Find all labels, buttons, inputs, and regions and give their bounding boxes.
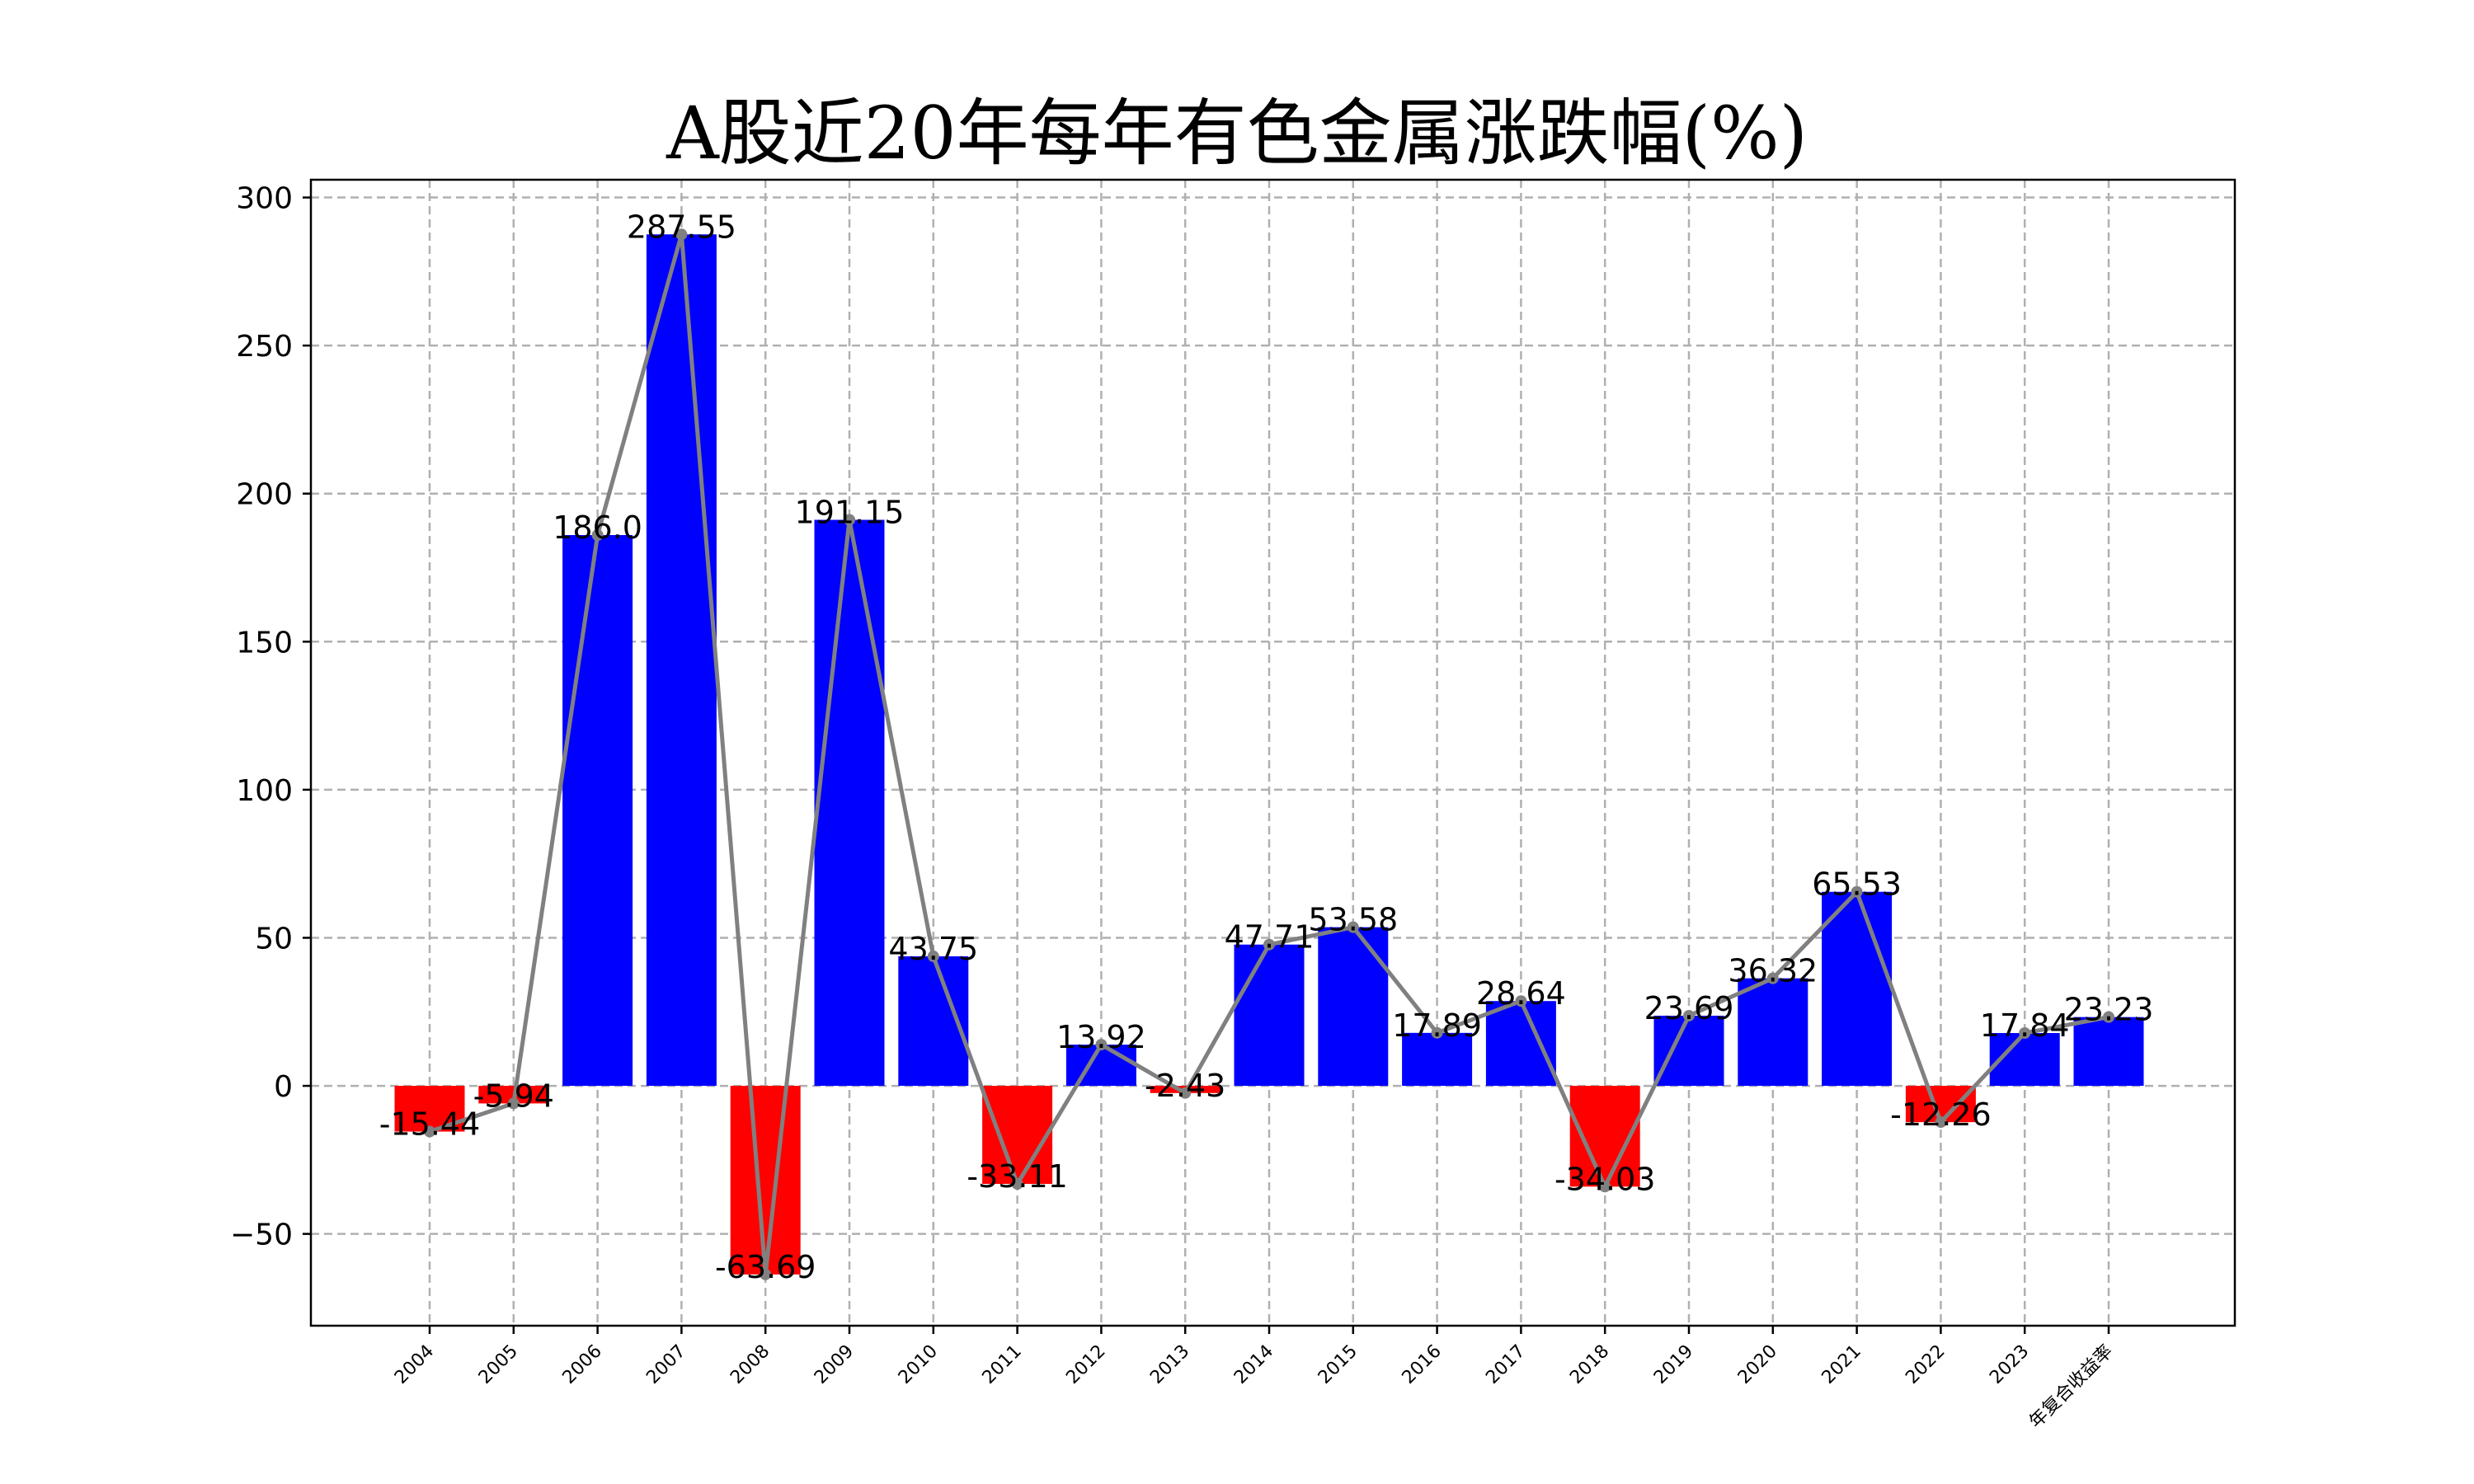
x-tick-label: 2011 <box>979 1341 1026 1388</box>
trend-point <box>1431 1026 1443 1039</box>
trend-point <box>1179 1087 1192 1099</box>
trend-point <box>2103 1011 2114 1023</box>
x-tick-label: 2013 <box>1146 1341 1193 1388</box>
y-tick-label: −50 <box>230 1219 293 1252</box>
data-label: -34.03 <box>1554 1161 1656 1197</box>
x-tick-label: 年复合收益率 <box>2025 1341 2117 1433</box>
trend-point <box>1766 972 1779 984</box>
trend-point <box>1347 921 1359 933</box>
x-tick-label: 2010 <box>895 1341 942 1388</box>
bar <box>2073 1017 2144 1087</box>
plot-frame <box>309 178 2236 1327</box>
trend-point <box>1935 1116 1947 1129</box>
bar <box>646 234 717 1087</box>
data-label: 65.53 <box>1812 866 1902 903</box>
x-tick-label: 2012 <box>1062 1341 1109 1388</box>
trend-point <box>1095 1039 1108 1051</box>
trend-line-layer <box>424 228 2114 1280</box>
trend-point <box>591 529 604 542</box>
x-tick-label: 2023 <box>1986 1341 2033 1388</box>
trend-point <box>2019 1026 2031 1039</box>
y-tick-label: 200 <box>236 478 293 512</box>
trend-point <box>760 1268 772 1280</box>
x-tick-label: 2006 <box>559 1341 606 1388</box>
bar <box>730 1086 801 1275</box>
axis-layer: −50 0 50 100 150 200 250 300 2004 2005 2006 2007 200… <box>230 178 2236 1433</box>
data-label: 287.55 <box>627 209 736 245</box>
trend-point <box>507 1097 520 1110</box>
bar <box>1653 1015 1724 1087</box>
data-label: 13.92 <box>1056 1019 1146 1055</box>
data-label: 191.15 <box>795 495 905 531</box>
y-tick-label: 100 <box>236 774 293 808</box>
x-tick-label: 2020 <box>1734 1341 1781 1388</box>
bar <box>1485 1001 1556 1087</box>
trend-point <box>844 514 855 526</box>
y-tick-label: 0 <box>274 1070 293 1104</box>
trend-point <box>927 950 939 962</box>
data-label-layer: -15.44-5.94 186.0 287.55 -63.69 191.15 43.75 -… <box>379 209 2154 1285</box>
chart-title: A股近20年每年有色金属涨跌幅(%) <box>666 91 1808 176</box>
trend-point <box>1263 938 1275 951</box>
y-tick-label: 50 <box>255 922 293 956</box>
data-label: 17.84 <box>1980 1007 2070 1044</box>
x-tick-label: 2018 <box>1566 1341 1613 1388</box>
bar <box>814 519 885 1087</box>
y-tick-label: 300 <box>236 182 293 216</box>
x-tick-label: 2008 <box>727 1341 774 1388</box>
bar-layer <box>394 234 2144 1275</box>
bar <box>562 535 633 1087</box>
trend-point <box>1011 1177 1023 1190</box>
y-tick-label: 250 <box>236 330 293 364</box>
data-label: -2.43 <box>1145 1068 1225 1104</box>
x-tick-label: 2017 <box>1482 1341 1529 1388</box>
data-label: 28.64 <box>1476 975 1566 1012</box>
x-tick-label: 2016 <box>1399 1341 1446 1388</box>
data-label: 47.71 <box>1225 919 1315 956</box>
x-tick-label: 2022 <box>1902 1341 1949 1388</box>
x-tick-label: 2009 <box>811 1341 858 1388</box>
bar <box>1905 1086 1976 1123</box>
data-label: 23.69 <box>1644 990 1734 1026</box>
bar <box>982 1086 1053 1184</box>
data-label: 36.32 <box>1728 953 1818 989</box>
x-tick-label: 2019 <box>1650 1341 1697 1388</box>
bar <box>1234 944 1305 1087</box>
bar <box>1822 891 1893 1087</box>
trend-point <box>1683 1009 1695 1021</box>
data-label: -5.94 <box>473 1078 554 1114</box>
trend-point <box>1515 995 1527 1007</box>
data-label: 23.23 <box>2064 992 2154 1028</box>
x-tick-label: 2021 <box>1818 1341 1865 1388</box>
y-tick-label: 150 <box>236 626 293 660</box>
data-label: 53.58 <box>1308 902 1398 938</box>
bar <box>1065 1045 1136 1087</box>
bar <box>1402 1032 1473 1087</box>
x-tick-label: 2015 <box>1315 1341 1362 1388</box>
x-tick-label: 2014 <box>1230 1341 1277 1388</box>
trend-point <box>675 228 688 241</box>
data-label: -15.44 <box>379 1106 481 1143</box>
grid-layer <box>311 180 2235 1326</box>
data-label: -63.69 <box>715 1249 816 1285</box>
trend-point <box>424 1125 435 1138</box>
data-label: 17.89 <box>1392 1007 1482 1044</box>
x-tick-label: 2007 <box>642 1341 689 1388</box>
trend-point <box>1599 1181 1611 1193</box>
data-label: -33.11 <box>967 1158 1068 1195</box>
data-label: 43.75 <box>888 931 978 967</box>
data-label: 186.0 <box>553 510 642 546</box>
x-tick-label: 2005 <box>475 1341 522 1388</box>
trend-point <box>1851 885 1863 898</box>
bar <box>1738 978 1808 1087</box>
bar <box>1318 927 1389 1087</box>
data-label: -12.26 <box>1890 1097 1992 1133</box>
x-tick-label: 2004 <box>391 1341 438 1388</box>
